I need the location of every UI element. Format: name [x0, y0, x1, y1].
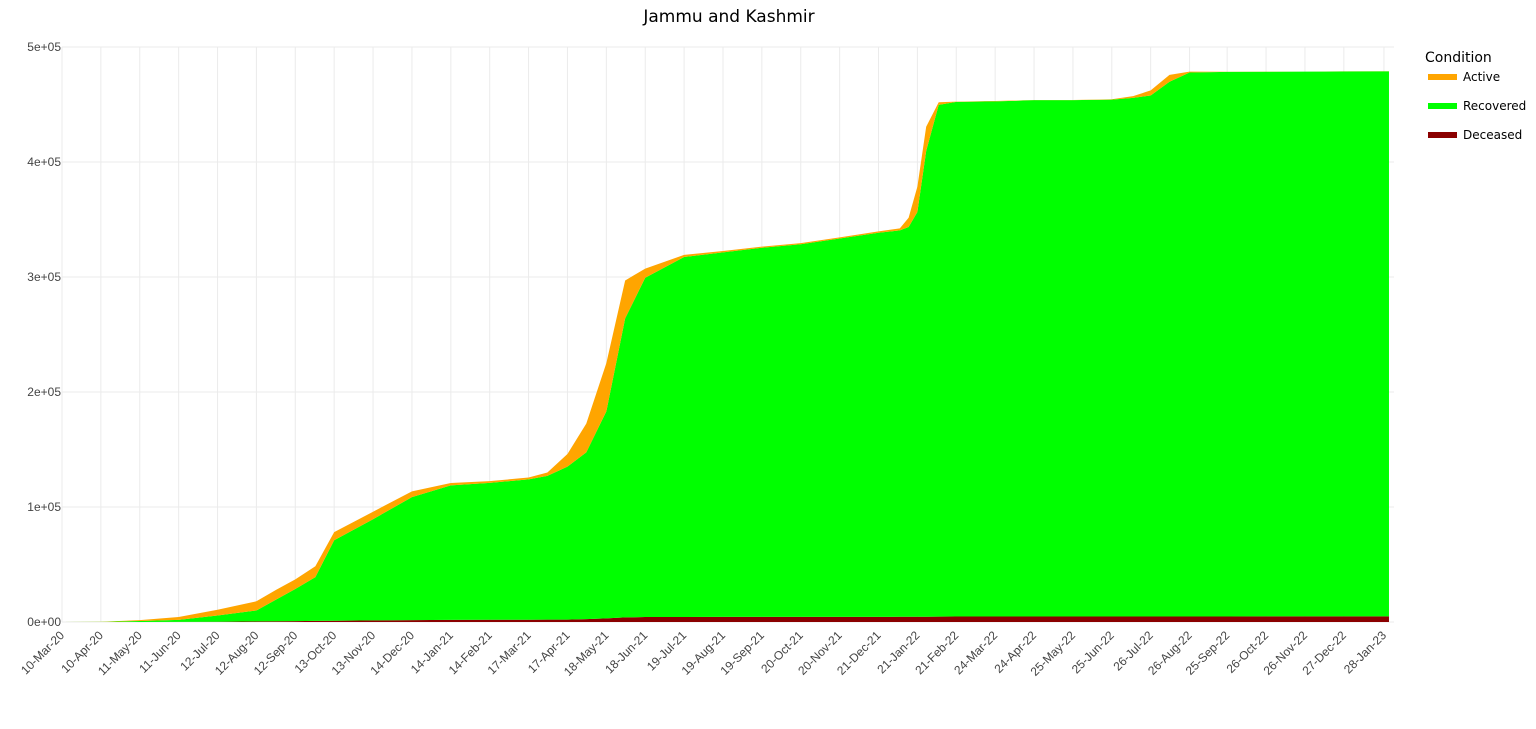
- y-axis-ticks: 0e+00 1e+05 2e+05 3e+05 4e+05 5e+05: [27, 40, 61, 629]
- x-tick-label: 10-Mar-20: [18, 628, 67, 677]
- y-tick-label: 2e+05: [27, 385, 61, 399]
- chart-title: Jammu and Kashmir: [642, 7, 814, 27]
- stacked-areas: [62, 71, 1389, 623]
- legend-item-deceased: Deceased: [1428, 128, 1522, 142]
- legend: Condition Active Recovered Deceased: [1425, 50, 1526, 142]
- x-tick-label: 11-Jun-20: [136, 628, 184, 676]
- y-tick-label: 3e+05: [27, 270, 61, 284]
- y-tick-label: 4e+05: [27, 155, 61, 169]
- legend-item-active: Active: [1428, 70, 1500, 84]
- x-axis-ticks: 10-Mar-2010-Apr-2011-May-2011-Jun-2012-J…: [18, 628, 1389, 679]
- legend-label: Active: [1463, 70, 1500, 84]
- legend-title: Condition: [1425, 50, 1492, 66]
- legend-label: Recovered: [1463, 99, 1526, 113]
- x-tick-label: 25-Jun-22: [1069, 628, 1117, 676]
- y-tick-label: 1e+05: [27, 500, 61, 514]
- x-tick-label: 18-Jun-21: [602, 628, 650, 676]
- y-tick-label: 0e+00: [27, 615, 61, 629]
- legend-item-recovered: Recovered: [1428, 99, 1526, 113]
- y-tick-label: 5e+05: [27, 40, 61, 54]
- area-recovered: [62, 71, 1389, 622]
- legend-label: Deceased: [1463, 128, 1522, 142]
- area-deceased: [62, 616, 1389, 622]
- legend-items: Active Recovered Deceased: [1428, 70, 1526, 142]
- x-tick-label: 28-Jan-23: [1341, 628, 1389, 676]
